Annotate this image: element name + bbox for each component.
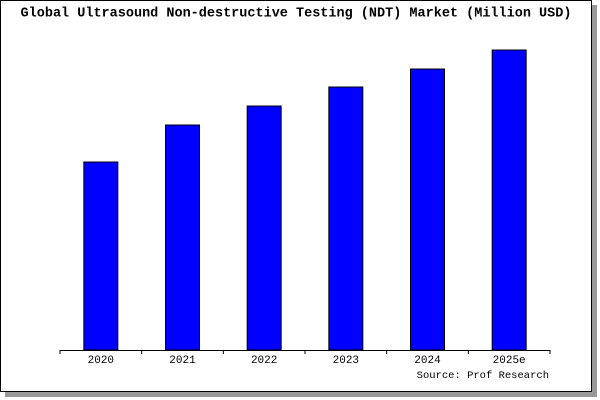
x-tick-label: 2025e: [493, 355, 526, 367]
x-tick-label: 2021: [169, 355, 196, 367]
source-note: Source: Prof Research: [417, 370, 549, 382]
bar: [165, 124, 200, 351]
x-tick-label: 2023: [333, 355, 359, 367]
x-tick-label: 2022: [251, 355, 277, 367]
bar: [410, 68, 445, 351]
x-tick-label: 2024: [414, 355, 441, 367]
bar: [491, 49, 527, 351]
x-tick-label: 2020: [88, 355, 114, 367]
title-group: Global Ultrasound Non-destructive Testin…: [21, 7, 572, 22]
bar: [246, 105, 282, 351]
bar: [328, 86, 364, 351]
bar: [83, 161, 119, 351]
chart-title: Global Ultrasound Non-destructive Testin…: [21, 7, 572, 22]
